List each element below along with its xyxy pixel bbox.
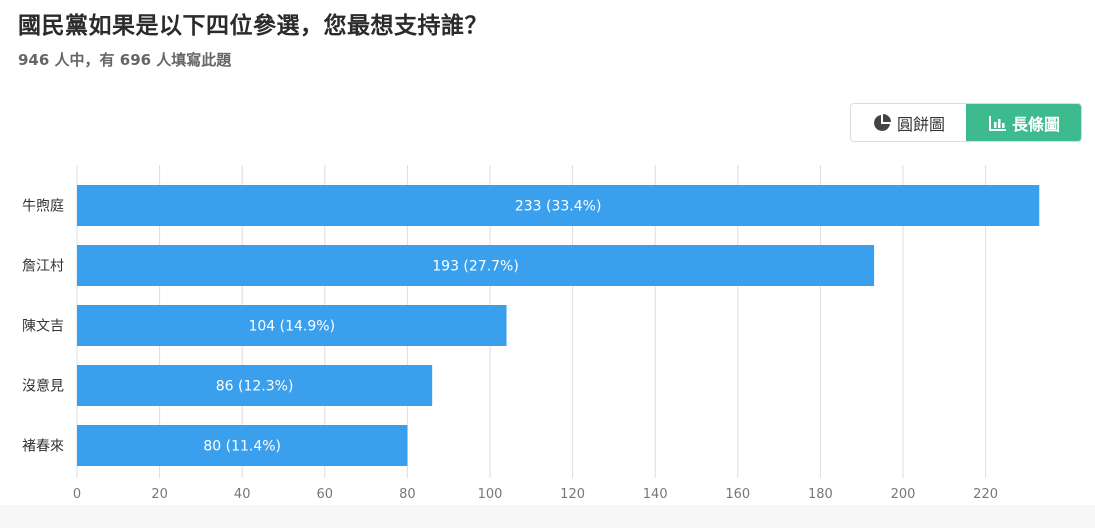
response-count: 946 人中，有 696 人填寫此題 xyxy=(18,51,232,69)
bar-data-label: 86 (12.3%) xyxy=(216,379,294,395)
bar-chart-icon xyxy=(988,115,1006,131)
bar xyxy=(77,245,875,286)
chart-title: 國民黨如果是以下四位參選，您最想支持誰？ xyxy=(18,13,488,39)
x-tick-label: 60 xyxy=(317,487,334,502)
bar xyxy=(77,305,507,346)
footer-band xyxy=(0,505,1095,528)
x-tick-label: 180 xyxy=(808,487,833,502)
bar-chart: 0 20 40 60 80 100 120 140 160 180 200 220 233 (33.4%… xyxy=(22,165,1040,502)
x-tick-label: 40 xyxy=(234,487,251,502)
category-label: 陳文吉 xyxy=(22,319,64,335)
x-tick-label: 20 xyxy=(151,487,168,502)
x-tick-label: 160 xyxy=(725,487,750,502)
bar-data-label: 193 (27.7%) xyxy=(432,259,519,275)
x-tick-label: 200 xyxy=(891,487,916,502)
category-label: 沒意見 xyxy=(22,378,64,395)
category-label: 牛煦庭 xyxy=(22,198,64,215)
category-label: 褚春來 xyxy=(22,439,64,455)
bar-data-label: 80 (11.4%) xyxy=(203,439,281,455)
x-tick-label: 0 xyxy=(73,487,81,502)
bar-data-label: 233 (33.4%) xyxy=(515,199,602,215)
bar-data-label: 104 (14.9%) xyxy=(248,319,335,335)
x-tick-label: 120 xyxy=(560,487,585,502)
x-tick-label: 100 xyxy=(478,487,503,502)
pie-chart-icon xyxy=(874,113,891,131)
pie-chart-button[interactable]: 圓餅圖 xyxy=(851,104,966,141)
bar-chart-button[interactable]: 長條圖 xyxy=(966,104,1081,141)
pie-chart-label: 圓餅圖 xyxy=(896,114,945,134)
bar xyxy=(77,365,433,406)
x-tick-label: 140 xyxy=(643,487,668,502)
x-tick-label: 80 xyxy=(399,487,416,502)
category-label: 詹江村 xyxy=(22,259,64,275)
bar xyxy=(77,425,408,466)
bar xyxy=(77,185,1040,226)
chart-type-toggle: 圓餅圖 長條圖 xyxy=(850,103,1082,142)
x-tick-label: 220 xyxy=(973,487,998,502)
bar-chart-label: 長條圖 xyxy=(1011,114,1060,134)
